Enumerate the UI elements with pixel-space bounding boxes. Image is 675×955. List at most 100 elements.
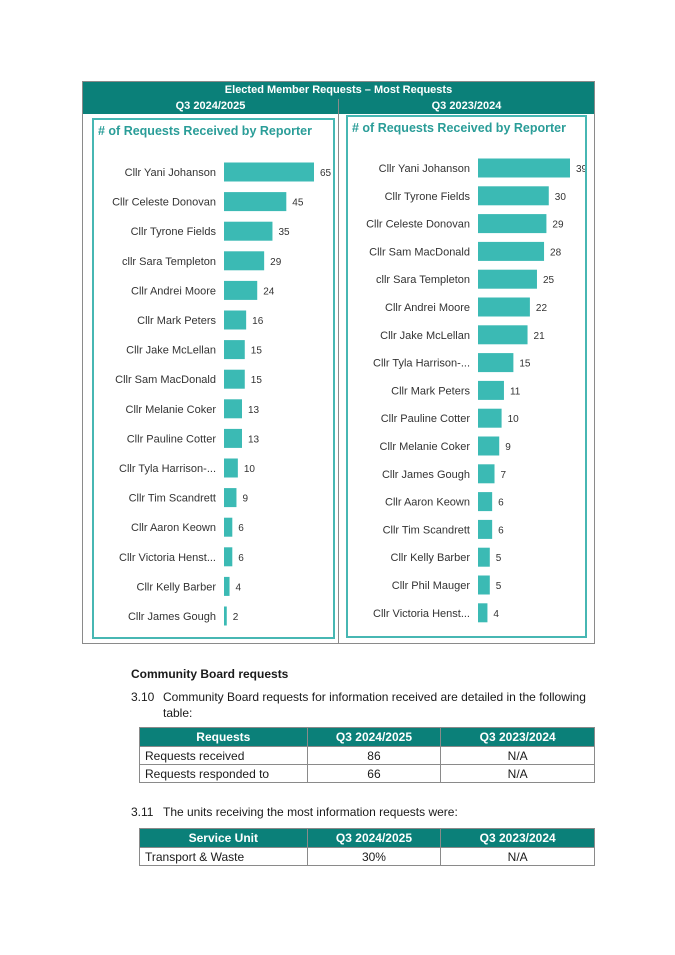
category-label: Cllr Aaron Keown: [131, 522, 216, 534]
data-label: 9: [242, 494, 248, 505]
data-label: 6: [238, 553, 244, 564]
category-label: Cllr Jake McLellan: [126, 345, 216, 357]
bar: [224, 399, 242, 419]
column-header: Requests: [139, 727, 308, 747]
paragraph-3-10: 3.10 Community Board requests for inform…: [131, 689, 601, 723]
category-label: Cllr Tim Scandrett: [383, 524, 470, 536]
data-label: 10: [508, 414, 520, 425]
bar: [224, 547, 233, 567]
table-cell: N/A: [440, 764, 595, 783]
paragraph-3-11: 3.11 The units receiving the most inform…: [131, 804, 601, 822]
data-label: 29: [552, 220, 564, 231]
category-label: Cllr Sam MacDonald: [369, 246, 470, 258]
bar: [478, 492, 493, 512]
bar: [478, 380, 504, 400]
category-label: Cllr Phil Mauger: [392, 580, 471, 592]
data-label: 7: [501, 470, 507, 481]
data-label: 35: [278, 227, 290, 238]
paragraph-text: The units receiving the most information…: [163, 805, 458, 819]
bar: [224, 369, 245, 389]
bar: [224, 280, 258, 300]
chart-title: # of Requests Received by Reporter: [98, 124, 312, 138]
data-label: 25: [543, 275, 555, 286]
bar-chart-previous: Cllr Yani Johanson 39 Cllr Tyrone Fields 30…: [366, 158, 585, 623]
elected-member-requests-panel: Elected Member Requests – Most Requests …: [82, 81, 595, 644]
category-label: Cllr Melanie Coker: [380, 441, 471, 453]
category-label: Cllr Yani Johanson: [125, 167, 216, 179]
bar: [478, 547, 490, 567]
data-label: 29: [270, 257, 282, 268]
data-label: 15: [519, 359, 531, 370]
bar: [478, 297, 530, 317]
category-label: cllr Sara Templeton: [376, 274, 470, 286]
data-label: 6: [498, 498, 504, 509]
category-label: Cllr Jake McLellan: [380, 330, 470, 342]
category-label: Cllr Victoria Henst...: [119, 552, 216, 564]
category-label: Cllr Andrei Moore: [385, 302, 470, 314]
data-label: 39: [576, 164, 585, 175]
bar: [478, 325, 528, 345]
bar: [478, 158, 570, 178]
bar: [478, 603, 488, 623]
category-label: Cllr Tyrone Fields: [131, 226, 217, 238]
period-divider: [338, 99, 339, 643]
table-cell: N/A: [440, 847, 595, 866]
service-units-table: Service Unit Q3 2024/2025 Q3 2023/2024 T…: [139, 828, 595, 866]
column-header: Q3 2024/2025: [306, 727, 442, 747]
data-label: 15: [251, 346, 263, 357]
data-label: 28: [550, 247, 562, 258]
panel-title: Elected Member Requests – Most Requests: [83, 82, 594, 99]
community-board-heading: Community Board requests: [131, 667, 289, 681]
chart-title: # of Requests Received by Reporter: [352, 121, 566, 135]
table-row: Transport & Waste 30% N/A: [139, 847, 595, 866]
data-label: 5: [496, 581, 502, 592]
data-label: 13: [248, 405, 260, 416]
bar: [224, 488, 237, 508]
data-label: 4: [236, 582, 242, 593]
data-label: 11: [510, 386, 521, 397]
table-row: Requests responded to 66 N/A: [139, 764, 595, 783]
data-label: 6: [238, 523, 244, 534]
category-label: Cllr Celeste Donovan: [112, 197, 216, 209]
category-label: Cllr Mark Peters: [137, 315, 216, 327]
data-label: 10: [244, 464, 256, 475]
bar: [224, 310, 247, 330]
bar: [478, 436, 500, 456]
data-label: 24: [263, 286, 275, 297]
bar: [224, 221, 273, 241]
data-label: 2: [233, 612, 239, 623]
bar: [478, 408, 502, 428]
category-label: Cllr Tyrone Fields: [385, 191, 471, 203]
data-label: 45: [292, 198, 304, 209]
category-label: cllr Sara Templeton: [122, 256, 216, 268]
data-label: 65: [320, 168, 332, 179]
data-label: 16: [252, 316, 264, 327]
table-header-row: Service Unit Q3 2024/2025 Q3 2023/2024: [139, 828, 595, 848]
bar: [478, 575, 490, 595]
paragraph-text: Community Board requests for information…: [163, 690, 586, 720]
category-label: Cllr James Gough: [382, 469, 470, 481]
data-label: 4: [493, 609, 499, 620]
column-header: Q3 2024/2025: [306, 828, 442, 848]
period-header-current: Q3 2024/2025: [83, 99, 338, 114]
column-header: Q3 2023/2024: [440, 727, 595, 747]
table-cell: N/A: [440, 746, 595, 765]
category-label: Cllr Pauline Cotter: [127, 433, 217, 445]
bar: [478, 519, 493, 539]
table-cell: 30%: [306, 847, 442, 866]
category-label: Cllr Melanie Coker: [126, 404, 217, 416]
table-cell: 66: [306, 764, 442, 783]
bar: [224, 458, 238, 478]
category-label: Cllr Kelly Barber: [391, 552, 471, 564]
data-label: 6: [498, 525, 504, 536]
bar: [478, 214, 547, 234]
data-label: 13: [248, 434, 260, 445]
table-header-row: Requests Q3 2024/2025 Q3 2023/2024: [139, 727, 595, 747]
table-cell: 86: [306, 746, 442, 765]
table-cell: Requests received: [139, 746, 308, 765]
column-header: Service Unit: [139, 828, 308, 848]
bar: [224, 340, 245, 360]
bar: [224, 517, 233, 537]
bar: [478, 241, 545, 261]
bar: [478, 186, 549, 206]
